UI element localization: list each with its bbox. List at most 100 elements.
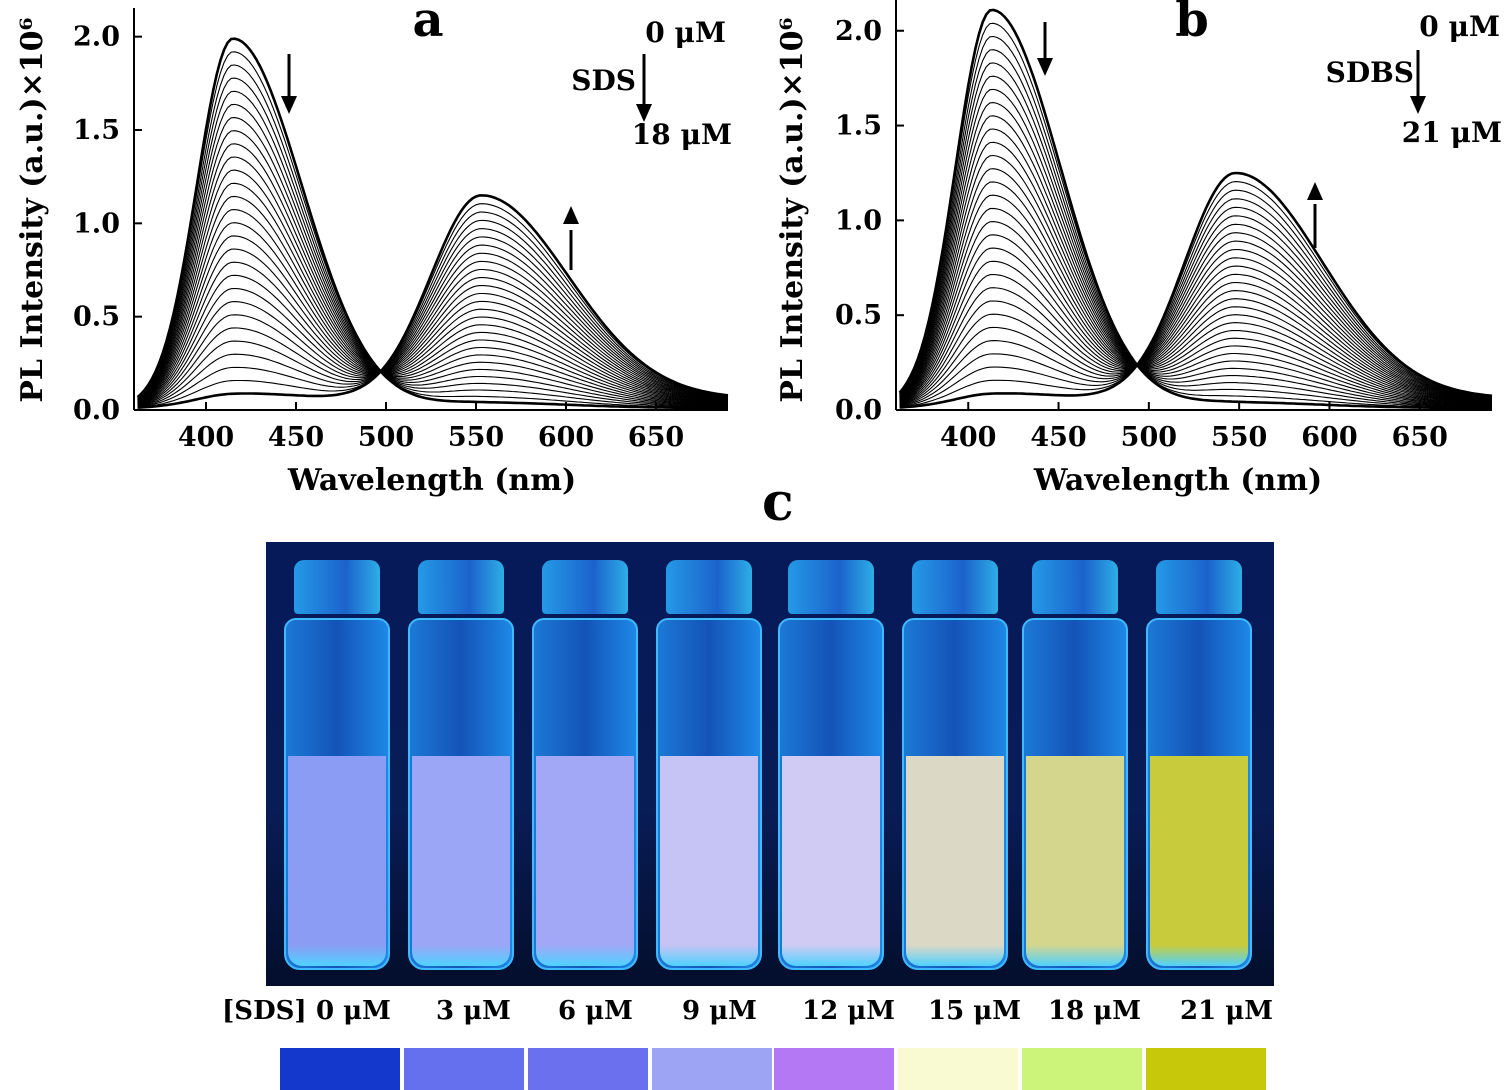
spectrum-line	[137, 228, 729, 407]
spectrum-line	[898, 8, 1492, 410]
chart-b-svg: 400 450 500 550 600 650 0.0 0.5 1.0 1.5 2.0 Wavele…	[775, 0, 1502, 498]
concentration-label: 3 μM	[436, 996, 511, 1026]
vial-liquid	[1150, 756, 1248, 966]
vial-neck	[1032, 560, 1118, 614]
spectrum-line	[137, 235, 729, 404]
vial-neck	[788, 560, 874, 614]
spectrum-line	[136, 37, 728, 410]
vial-neck	[418, 560, 504, 614]
spectrum-line	[137, 169, 729, 405]
spectrum-line	[137, 194, 729, 409]
concentration-label: 0 μM	[316, 996, 391, 1026]
y-tick-label: 0.0	[73, 395, 120, 426]
decrease-arrow-head-a	[281, 96, 297, 114]
spectrum-line	[137, 222, 729, 404]
vial-body	[284, 618, 390, 970]
chart-a-reagent-label: SDS	[571, 64, 636, 97]
color-swatch	[898, 1048, 1018, 1090]
chart-a-x-axis-title: Wavelength (nm)	[287, 463, 576, 498]
concentration-label: 18 μM	[1048, 996, 1142, 1026]
color-swatch	[652, 1048, 772, 1090]
y-tick-label: 0.5	[835, 300, 882, 331]
vial-liquid	[660, 756, 758, 966]
vial	[532, 560, 638, 970]
spectrum-line	[899, 215, 1493, 406]
chart-a-end-label: 18 μM	[632, 118, 732, 151]
chart-b-x-axis-title: Wavelength (nm)	[1033, 463, 1322, 498]
spectrum-line	[137, 203, 729, 408]
vial-liquid	[782, 756, 880, 966]
vial-neck	[666, 560, 752, 614]
chart-a-axes: 400 450 500 550 600 650 0.0 0.5 1.0 1.5 2.0	[73, 8, 728, 453]
spectrum-line	[899, 234, 1493, 402]
spectrum-line	[899, 223, 1493, 406]
y-tick-label: 2.0	[73, 22, 120, 53]
vial-body	[1146, 618, 1252, 970]
chart-b-reagent-label: SDBS	[1326, 56, 1414, 89]
spectrum-line	[899, 240, 1493, 404]
x-tick-label: 650	[1392, 422, 1448, 453]
spectrum-line	[899, 221, 1493, 402]
x-tick-label: 500	[1121, 422, 1177, 453]
spectrum-line	[899, 75, 1493, 407]
vial	[778, 560, 884, 970]
spectrum-line	[899, 207, 1493, 403]
y-tick-label: 1.5	[73, 115, 120, 146]
concentration-label: 21 μM	[1180, 996, 1274, 1026]
spectrum-line	[137, 260, 729, 406]
y-tick-label: 1.5	[835, 111, 882, 142]
chart-panel-b: 400 450 500 550 600 650 0.0 0.5 1.0 1.5 2.0 Wavele…	[760, 0, 1506, 500]
spectrum-line	[899, 247, 1493, 403]
x-tick-label: 650	[628, 422, 684, 453]
vial	[656, 560, 762, 970]
x-tick-label: 400	[940, 422, 996, 453]
increase-arrow-head-a	[563, 206, 579, 224]
x-tick-label: 500	[358, 422, 414, 453]
chart-panel-a: 400 450 500 550 600 650 0.0 0.5 1.0 1.5 2.0 Wavele…	[0, 0, 740, 500]
color-swatch	[280, 1048, 400, 1090]
x-tick-label: 600	[538, 422, 594, 453]
color-swatch	[528, 1048, 648, 1090]
spectrum-line	[137, 51, 728, 409]
spectrum-line	[137, 90, 728, 407]
vial-body	[778, 618, 884, 970]
vial-neck	[294, 560, 380, 614]
spectrum-line	[137, 211, 729, 408]
concentration-axis-label: [SDS]	[222, 996, 307, 1026]
chart-a-arrows	[281, 54, 652, 270]
vial-body	[532, 618, 638, 970]
spectrum-line	[899, 154, 1493, 405]
y-tick-label: 0.0	[835, 395, 882, 426]
spectrum-line	[137, 209, 729, 403]
spectrum-line	[899, 102, 1493, 406]
spectrum-line	[137, 236, 729, 407]
concentration-label: 6 μM	[558, 996, 633, 1026]
spectrum-line	[899, 168, 1493, 404]
spectrum-line	[899, 141, 1493, 405]
spectrum-line	[899, 171, 1493, 409]
spectrum-line	[137, 195, 729, 404]
increase-arrow-head-b	[1307, 182, 1323, 200]
color-swatch	[774, 1048, 894, 1090]
vial-liquid	[1026, 756, 1124, 966]
spectrum-line	[899, 115, 1493, 406]
reagent-arrow-head-a	[636, 104, 652, 122]
chart-b-start-label: 0 μM	[1419, 10, 1500, 43]
panel-c-letter: c	[762, 472, 794, 533]
spectrum-line	[137, 143, 729, 405]
x-tick-label: 400	[178, 422, 234, 453]
spectrum-line	[899, 62, 1492, 407]
spectrum-line	[899, 88, 1493, 407]
vial-body	[902, 618, 1008, 970]
x-tick-label: 600	[1301, 422, 1357, 453]
color-swatch	[1022, 1048, 1142, 1090]
spectrum-line	[137, 117, 729, 406]
spectrum-line	[899, 181, 1493, 404]
spectrum-line	[137, 248, 729, 404]
vial	[1022, 560, 1128, 970]
vial-liquid	[906, 756, 1004, 966]
y-tick-label: 2.0	[835, 16, 882, 47]
decrease-arrow-head-b	[1037, 58, 1053, 76]
vial-body	[408, 618, 514, 970]
x-tick-label: 450	[1030, 422, 1086, 453]
